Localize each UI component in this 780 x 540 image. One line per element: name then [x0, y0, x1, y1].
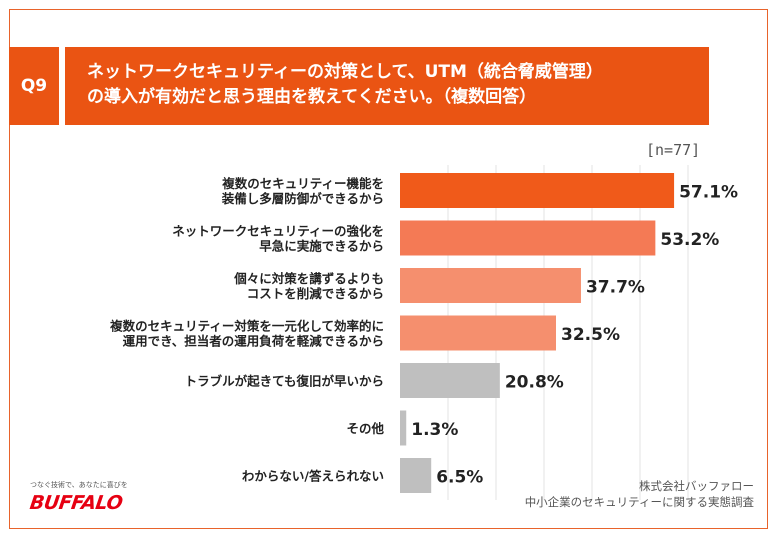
logo-brand: BUFFALO [28, 492, 124, 514]
question-title-line1: ネットワークセキュリティーの対策として、UTM（統合脅威管理） [87, 62, 603, 82]
bar-5 [400, 363, 500, 398]
logo-tagline: つなぐ技術で、あなたに喜びを [30, 481, 128, 489]
source-credit: 株式会社バッファロー 中小企業のセキュリティーに関する実態調査 [525, 478, 754, 510]
buffalo-logo: つなぐ技術で、あなたに喜びを BUFFALO [28, 480, 128, 514]
value-label-5: 20.8% [505, 373, 564, 393]
source-survey: 中小企業のセキュリティーに関する実態調査 [524, 495, 754, 509]
category-label-3-line-2: コストを削減できるから [247, 286, 384, 301]
category-label-5-line-1: トラブルが起きても復旧が早いから [185, 374, 384, 389]
category-label-2-line-2: 早急に実施できるから [259, 239, 384, 254]
question-title-line2: の導入が有効だと思う理由を教えてください。（複数回答） [87, 87, 537, 107]
bar-7 [400, 458, 432, 493]
question-number: Q9 [9, 47, 59, 125]
bar-6 [400, 410, 407, 446]
value-label-7: 6.5% [436, 468, 483, 488]
category-label-4-line-1: 複数のセキュリティー対策を一元化して効率的に [109, 319, 384, 334]
sample-size: [n=77] [646, 141, 701, 159]
category-label-7-line-1: わからない/答えられない [242, 469, 384, 484]
source-company: 株式会社バッファロー [639, 479, 754, 493]
question-title: ネットワークセキュリティーの対策として、UTM（統合脅威管理） の導入が有効だと… [65, 47, 709, 125]
value-label-6: 1.3% [411, 420, 458, 440]
bar-1 [400, 173, 675, 208]
bar-4 [400, 315, 556, 351]
value-label-3: 37.7% [586, 278, 645, 298]
value-label-4: 32.5% [561, 325, 620, 345]
category-label-1-line-2: 装備し多層防御ができるから [221, 191, 384, 206]
bar-2 [400, 220, 656, 256]
category-label-6-line-1: その他 [346, 421, 384, 436]
value-label-2: 53.2% [660, 230, 719, 250]
category-label-1-line-1: 複数のセキュリティー機能を [221, 176, 384, 191]
category-label-4-line-2: 運用でき、担当者の運用負荷を軽減できるから [123, 334, 384, 349]
bar-3 [400, 268, 581, 303]
category-label-2-line-1: ネットワークセキュリティーの強化を [172, 224, 384, 239]
category-label-3-line-1: 個々に対策を講ずるよりも [233, 271, 384, 286]
value-label-1: 57.1% [679, 183, 738, 203]
